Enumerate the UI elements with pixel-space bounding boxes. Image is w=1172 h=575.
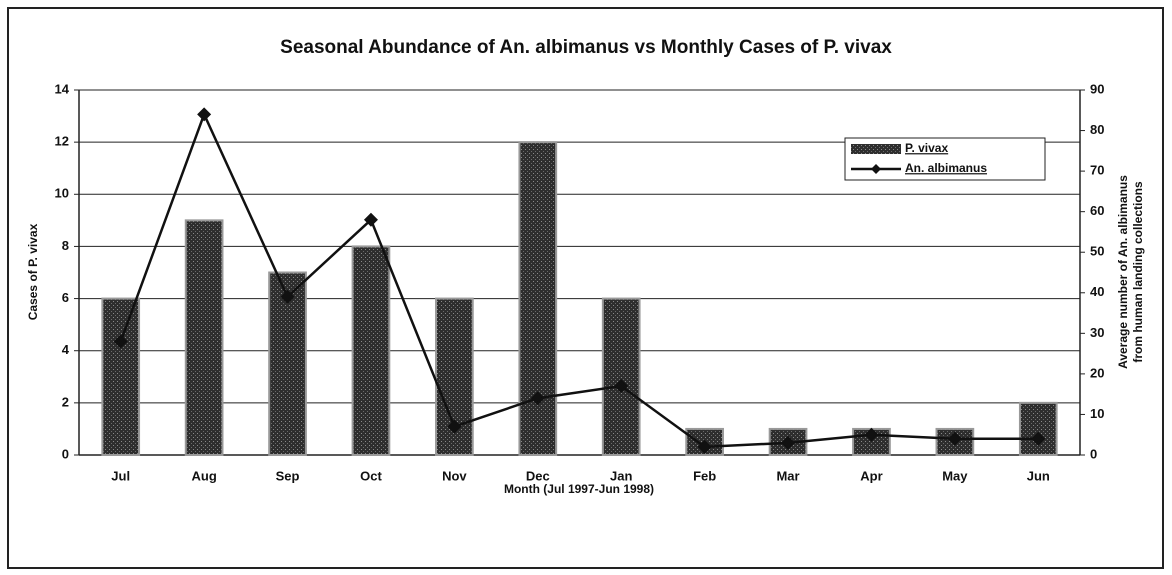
line-marker <box>530 391 545 406</box>
chart-title: Seasonal Abundance of An. albimanus vs M… <box>280 37 892 58</box>
line-marker <box>447 419 462 434</box>
line-marker <box>697 439 712 454</box>
x-tick-label: Aug <box>191 468 216 483</box>
line-marker <box>280 289 295 304</box>
bar <box>101 297 141 457</box>
legend-swatch <box>851 144 901 154</box>
y-tick-label: 14 <box>55 81 70 96</box>
y2-tick-label: 80 <box>1090 122 1104 137</box>
y-tick-label: 4 <box>62 342 70 357</box>
x-tick-label: Jul <box>111 468 130 483</box>
bar <box>184 219 224 456</box>
bar <box>1018 401 1058 457</box>
line-marker <box>947 431 962 446</box>
y-axis-label: Cases of P. vivax <box>26 223 40 320</box>
bar <box>351 245 391 456</box>
y2-tick-label: 70 <box>1090 163 1104 178</box>
y-tick-label: 12 <box>55 134 69 149</box>
y2-tick-label: 40 <box>1090 284 1104 299</box>
y2-tick-label: 90 <box>1090 81 1104 96</box>
x-axis-label: Month (Jul 1997-Jun 1998) <box>504 482 654 496</box>
y2-tick-label: 0 <box>1090 446 1097 461</box>
line-marker <box>781 435 796 450</box>
legend-swatch <box>871 164 881 174</box>
x-tick-label: Feb <box>693 468 716 483</box>
y-tick-label: 8 <box>62 238 69 253</box>
line-marker <box>614 379 629 394</box>
line-marker <box>113 334 128 349</box>
line-marker <box>864 427 879 442</box>
y2-tick-label: 10 <box>1090 406 1104 421</box>
x-tick-label: Sep <box>276 468 300 483</box>
y2-tick-label: 60 <box>1090 203 1104 218</box>
y2-tick-label: 30 <box>1090 325 1104 340</box>
y2-axis-label: from human landing collections <box>1131 181 1145 363</box>
x-tick-label: Apr <box>860 468 882 483</box>
line-marker <box>1031 431 1046 446</box>
x-tick-label: Jun <box>1027 468 1050 483</box>
y-tick-label: 2 <box>62 394 69 409</box>
y-tick-label: 6 <box>62 290 69 305</box>
y-tick-label: 10 <box>55 186 69 201</box>
y-tick-label: 0 <box>62 446 69 461</box>
x-tick-label: Jan <box>610 468 632 483</box>
x-tick-label: Oct <box>360 468 382 483</box>
x-tick-label: May <box>942 468 968 483</box>
legend-label: P. vivax <box>905 141 948 155</box>
legend-label: An. albimanus <box>905 161 987 175</box>
x-tick-label: Mar <box>776 468 799 483</box>
bar <box>601 297 641 457</box>
y2-tick-label: 20 <box>1090 365 1104 380</box>
y2-axis-label: Average number of An. albimanus <box>1116 175 1130 369</box>
line-marker <box>363 212 378 227</box>
y2-tick-label: 50 <box>1090 244 1104 259</box>
line <box>119 111 1039 449</box>
x-tick-label: Nov <box>442 468 467 483</box>
bar <box>518 141 558 456</box>
x-tick-label: Dec <box>526 468 550 483</box>
line-marker <box>197 107 212 122</box>
